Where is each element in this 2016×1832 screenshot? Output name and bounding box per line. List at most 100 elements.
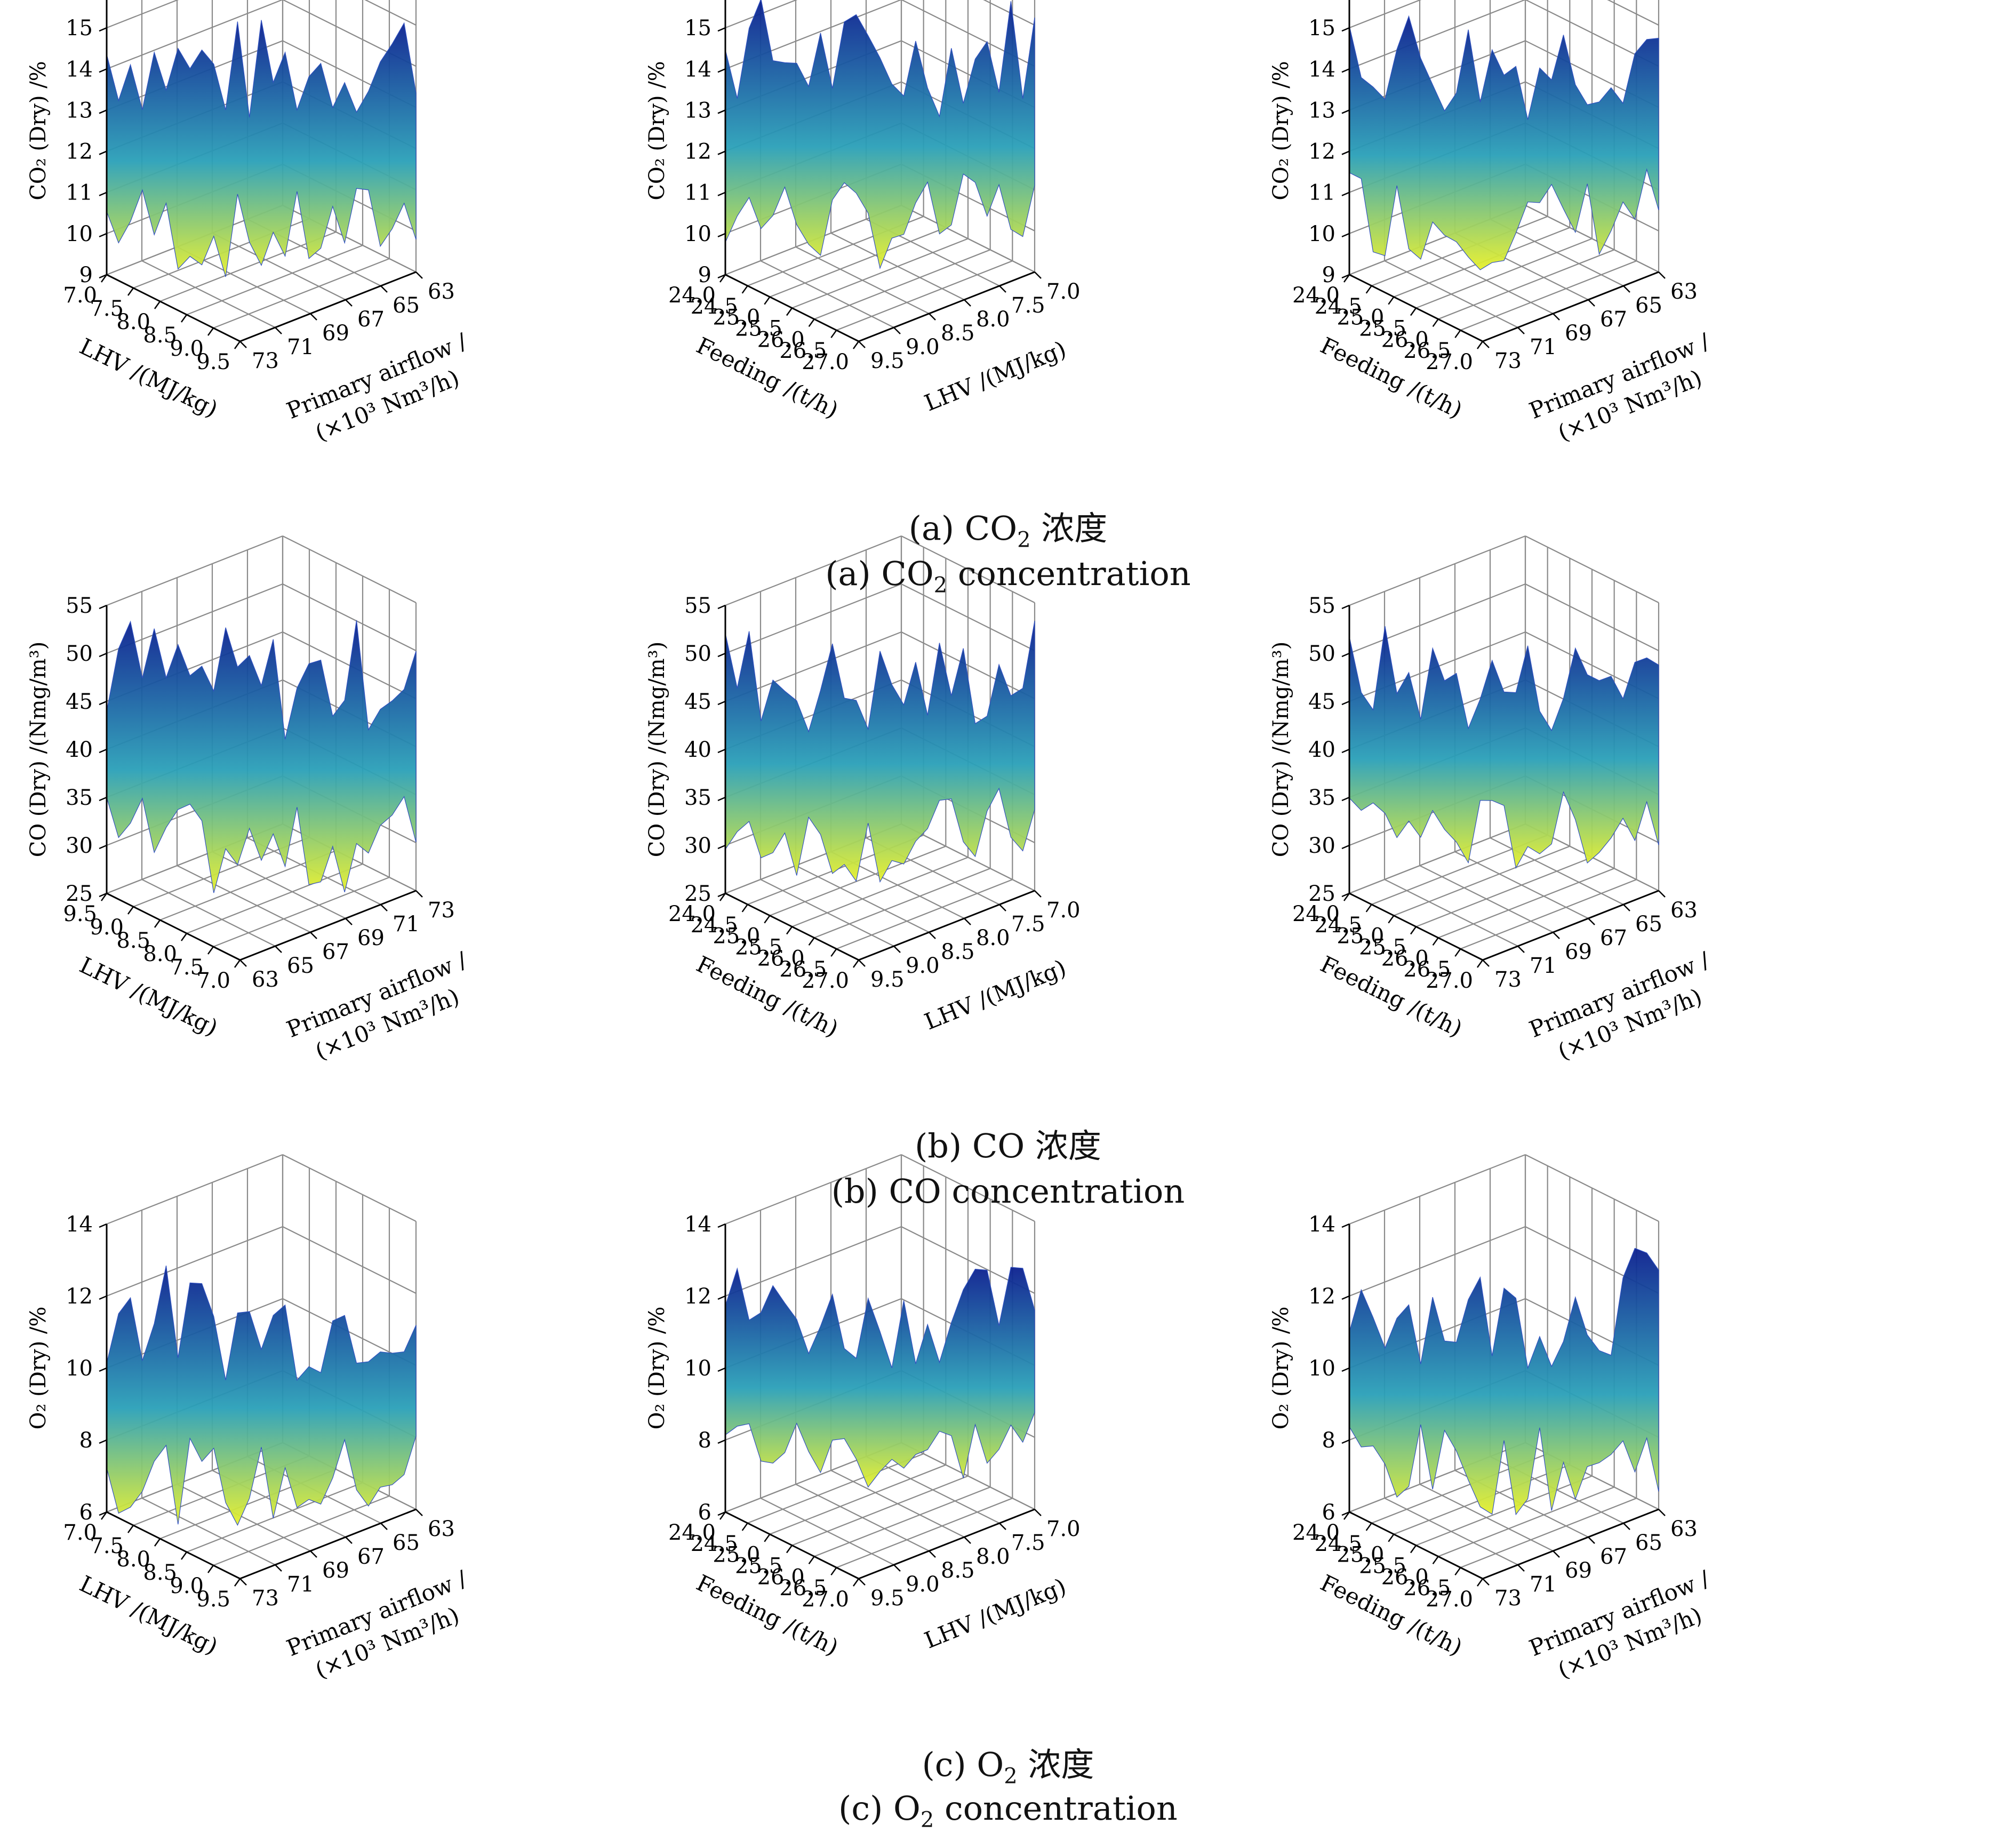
z-tick [1341, 27, 1350, 32]
floor-grid-line [769, 227, 946, 298]
right-tick [239, 959, 247, 967]
left-tick [719, 893, 726, 901]
z-tick [717, 1367, 726, 1372]
left-tick-label: 26.0 [1381, 946, 1429, 971]
left-tick-label: 9.5 [196, 350, 230, 374]
wall-grid-line [1349, 823, 1526, 894]
surface-mesh [725, 620, 1035, 883]
z-tick-label: 6 [698, 1500, 711, 1525]
right-tick [1588, 299, 1595, 307]
right-tick-label: 7.5 [1011, 293, 1045, 318]
z-tick [99, 68, 107, 73]
right-tick-label: 73 [252, 349, 279, 373]
z-tick-label: 8 [1322, 1428, 1335, 1453]
left-tick [1432, 937, 1439, 946]
right-tick-label: 67 [1600, 926, 1627, 950]
floor-grid-line [177, 865, 311, 933]
surface-mesh [1349, 626, 1659, 869]
right-axis-line [239, 271, 417, 342]
right-tick [1517, 946, 1525, 953]
floor-grid-line [814, 1486, 991, 1557]
z-tick [99, 844, 107, 850]
surface-chart-1-2: 25 30 35 40 45 50 55 CO (Dry) /(Nmg/m³) 24.024.5… [1269, 535, 1714, 1065]
right-tick-label: 73 [1494, 967, 1522, 992]
right-tick-label: 67 [322, 940, 349, 964]
left-tick [1343, 274, 1350, 283]
left-tick-label: 25.5 [735, 935, 782, 960]
right-tick [275, 946, 282, 953]
surface-chart-0-0: 910111213141516CO₂ (Dry) /%7.07.58.08.59… [26, 0, 471, 446]
z-tick-label: 25 [684, 882, 711, 906]
z-tick [1341, 191, 1350, 196]
right-tick-label: 8.0 [976, 307, 1010, 332]
floor-grid-line [1415, 1475, 1593, 1546]
right-tick [380, 285, 388, 293]
z-tick-label: 12 [684, 140, 711, 164]
left-tick-label: 25.5 [1359, 1554, 1406, 1579]
wall-grid-line [725, 583, 902, 654]
z-tick [99, 1439, 107, 1444]
z-tick [1341, 892, 1350, 898]
right-tick [275, 1564, 282, 1572]
surface-chart-2-2: 6 8 10 12 14 O₂ (Dry) /% 24.024.525.025.526.02… [1269, 1154, 1714, 1683]
z-tick [99, 109, 107, 114]
right-tick-label: 9.0 [906, 335, 940, 359]
left-tick [1432, 318, 1439, 327]
left-tick [127, 287, 134, 296]
z-tick-label: 45 [1308, 690, 1335, 714]
z-tick [99, 233, 107, 238]
right-tick [1553, 1550, 1560, 1558]
z-tick [1341, 150, 1350, 155]
left-tick-label: 26.5 [779, 1576, 827, 1601]
right-tick-label: 9.5 [870, 967, 905, 992]
right-tick [858, 341, 866, 348]
left-tick-label: 24.0 [668, 902, 716, 926]
z-tick [1341, 748, 1350, 754]
left-tick [741, 285, 748, 294]
right-tick [310, 313, 317, 321]
right-tick [1658, 890, 1666, 898]
wall-grid-line [282, 583, 417, 651]
right-tick-label: 69 [322, 321, 349, 346]
wall-grid-line [106, 535, 283, 606]
right-tick-label: 7.0 [1046, 1517, 1081, 1541]
z-tick-label: 45 [684, 690, 711, 714]
right-tick [345, 918, 353, 925]
left-tick-label: 7.5 [170, 955, 204, 980]
z-tick-label: 55 [66, 594, 93, 618]
left-tick [852, 959, 860, 968]
z-axis-label: CO₂ (Dry) /% [1269, 61, 1293, 200]
wall-grid-line [725, 535, 902, 606]
left-tick-label: 7.0 [196, 969, 230, 993]
wall-grid-line [364, 0, 417, 26]
left-tick [764, 296, 771, 305]
left-tick [1454, 948, 1461, 957]
right-tick-label: 63 [1670, 898, 1698, 923]
left-tick-label: 26.5 [1403, 1576, 1451, 1601]
floor-grid-line [1454, 851, 1589, 919]
right-tick-label: 8.5 [941, 321, 975, 346]
z-tick-label: 14 [1308, 57, 1335, 82]
left-tick-label: 24.5 [1315, 913, 1362, 938]
left-tick-label: 24.5 [1315, 1532, 1362, 1556]
left-tick-label: 9.0 [90, 915, 124, 940]
z-tick [1341, 109, 1350, 114]
left-tick [127, 1525, 134, 1533]
floor-grid-line [769, 1464, 946, 1535]
floor-grid-line [213, 258, 390, 329]
wall-grid-line [282, 1226, 417, 1294]
floor-grid-line [1419, 865, 1554, 933]
left-tick-label: 26.0 [1381, 327, 1429, 352]
z-tick-label: 35 [684, 786, 711, 810]
left-tick [830, 1567, 837, 1575]
z-tick-label: 40 [1308, 738, 1335, 762]
floor-grid-line [830, 1470, 965, 1538]
right-tick-label: 65 [1635, 912, 1662, 937]
right-tick [858, 1578, 866, 1586]
z-tick [717, 1511, 726, 1516]
left-tick-label: 26.0 [1381, 1565, 1429, 1589]
left-tick [1476, 1578, 1484, 1587]
floor-grid-line [1438, 868, 1615, 939]
right-tick-label: 8.5 [941, 1558, 975, 1583]
z-tick [99, 1511, 107, 1516]
